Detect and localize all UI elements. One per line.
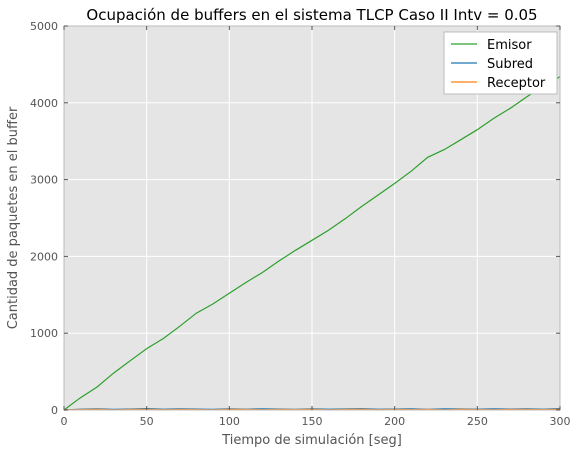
series-line-emisor [63, 76, 561, 411]
x-tick-label: 300 [550, 415, 571, 428]
x-tick-label: 250 [467, 415, 488, 428]
x-tick-label: 100 [219, 415, 240, 428]
legend: Emisor Subred Receptor [443, 31, 558, 95]
y-tick-label: 0 [51, 404, 58, 417]
chart-title: Ocupación de buffers en el sistema TLCP … [86, 6, 537, 24]
legend-label-receptor: Receptor [487, 76, 546, 91]
y-tick-label: 1000 [30, 327, 58, 340]
y-tick-label: 4000 [30, 97, 58, 110]
x-tick-label: 200 [384, 415, 405, 428]
x-axis-label: Tiempo de simulación [seg] [221, 433, 402, 448]
y-tick-label: 5000 [30, 20, 58, 33]
x-tick-label: 0 [61, 415, 68, 428]
y-tick-label: 3000 [30, 174, 58, 187]
legend-label-subred: Subred [487, 57, 533, 72]
x-tick-label: 150 [302, 415, 323, 428]
y-tick-label: 2000 [30, 250, 58, 263]
y-axis-label: Cantidad de paquetes en el buffer [6, 106, 21, 329]
legend-label-emisor: Emisor [487, 38, 532, 53]
x-tick-label: 50 [140, 415, 154, 428]
